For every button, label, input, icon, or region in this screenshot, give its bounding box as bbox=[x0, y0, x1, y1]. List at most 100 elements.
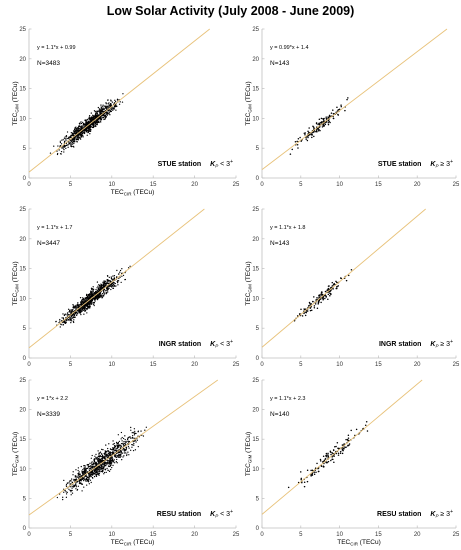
data-point bbox=[94, 292, 96, 295]
data-point bbox=[110, 285, 112, 287]
data-point bbox=[336, 287, 338, 290]
data-point bbox=[105, 455, 108, 457]
data-point bbox=[68, 141, 70, 143]
data-point bbox=[110, 452, 112, 454]
data-point bbox=[89, 479, 92, 481]
data-point bbox=[306, 480, 309, 483]
data-point bbox=[75, 307, 77, 309]
data-point bbox=[121, 268, 123, 270]
data-point bbox=[121, 436, 123, 439]
data-point bbox=[98, 465, 100, 467]
data-point bbox=[72, 308, 74, 310]
data-point bbox=[101, 454, 104, 457]
data-point bbox=[104, 452, 106, 454]
data-point bbox=[338, 108, 341, 110]
data-point bbox=[309, 304, 311, 306]
data-point bbox=[95, 453, 97, 455]
data-point bbox=[90, 295, 92, 297]
y-tick-label: 25 bbox=[19, 378, 26, 384]
fit-equation: y = 1.1*x + 1.8 bbox=[270, 225, 305, 231]
data-point bbox=[65, 485, 68, 488]
data-point bbox=[305, 311, 308, 314]
data-point bbox=[124, 435, 126, 437]
data-point bbox=[96, 291, 98, 293]
data-point bbox=[87, 129, 90, 131]
data-point bbox=[80, 301, 82, 303]
data-point bbox=[113, 107, 115, 110]
x-tick-label: 10 bbox=[108, 182, 115, 188]
data-point bbox=[74, 479, 76, 481]
data-point bbox=[126, 454, 128, 457]
data-point bbox=[97, 450, 99, 452]
data-point bbox=[128, 436, 130, 438]
data-point bbox=[128, 454, 130, 456]
data-point bbox=[81, 475, 83, 477]
x-tick-label: 15 bbox=[150, 532, 157, 538]
data-point bbox=[89, 300, 92, 302]
data-point bbox=[111, 458, 114, 461]
data-point bbox=[98, 290, 101, 292]
data-point bbox=[78, 136, 80, 138]
data-point bbox=[335, 445, 337, 448]
data-point bbox=[88, 116, 90, 118]
data-point bbox=[294, 140, 297, 143]
fit-equation: y = 1.1*x + 1.7 bbox=[37, 225, 72, 231]
data-point bbox=[70, 145, 73, 148]
data-point bbox=[82, 300, 85, 302]
data-point bbox=[106, 292, 108, 294]
data-point bbox=[328, 120, 330, 123]
data-point bbox=[96, 281, 99, 283]
data-point bbox=[72, 471, 74, 473]
data-point bbox=[102, 295, 104, 297]
data-point bbox=[304, 133, 306, 136]
data-point bbox=[336, 106, 338, 108]
data-point bbox=[115, 441, 118, 444]
data-point bbox=[112, 450, 114, 452]
data-point bbox=[79, 123, 81, 125]
data-point bbox=[79, 476, 81, 478]
data-point bbox=[98, 459, 100, 461]
data-point bbox=[107, 291, 109, 293]
data-point bbox=[97, 114, 100, 116]
data-point bbox=[117, 442, 119, 445]
data-point bbox=[118, 454, 120, 456]
data-point bbox=[86, 480, 88, 482]
data-point bbox=[77, 302, 79, 304]
data-point bbox=[123, 447, 125, 450]
data-point bbox=[77, 476, 79, 478]
data-point bbox=[98, 470, 101, 472]
data-point bbox=[99, 455, 101, 458]
y-axis-label-subscript: GIM bbox=[248, 104, 253, 113]
data-point bbox=[110, 288, 112, 291]
data-point bbox=[323, 119, 325, 122]
data-point bbox=[69, 141, 71, 143]
data-point bbox=[104, 113, 106, 115]
data-point bbox=[73, 138, 76, 141]
data-point bbox=[74, 140, 76, 143]
data-point bbox=[71, 143, 74, 145]
data-point bbox=[92, 119, 94, 121]
data-point bbox=[108, 102, 110, 104]
data-point bbox=[80, 122, 83, 125]
data-point bbox=[72, 474, 74, 476]
data-point bbox=[86, 464, 88, 466]
data-point bbox=[106, 274, 109, 277]
data-point bbox=[116, 98, 119, 100]
kp-symbol: K bbox=[430, 161, 436, 168]
data-point bbox=[117, 454, 119, 457]
data-point bbox=[110, 103, 112, 105]
data-point bbox=[101, 448, 103, 451]
data-point bbox=[131, 446, 133, 448]
data-point bbox=[330, 453, 332, 456]
data-point bbox=[64, 489, 66, 492]
data-point bbox=[68, 480, 71, 482]
data-point bbox=[103, 294, 105, 296]
data-point bbox=[131, 432, 133, 434]
data-point bbox=[114, 100, 117, 103]
data-point bbox=[66, 315, 68, 317]
station-name: INGR station bbox=[159, 341, 201, 348]
data-point bbox=[91, 123, 94, 125]
data-point bbox=[312, 300, 314, 303]
y-axis-label: TECGIM (TECu) bbox=[245, 432, 253, 476]
data-point bbox=[313, 135, 315, 138]
